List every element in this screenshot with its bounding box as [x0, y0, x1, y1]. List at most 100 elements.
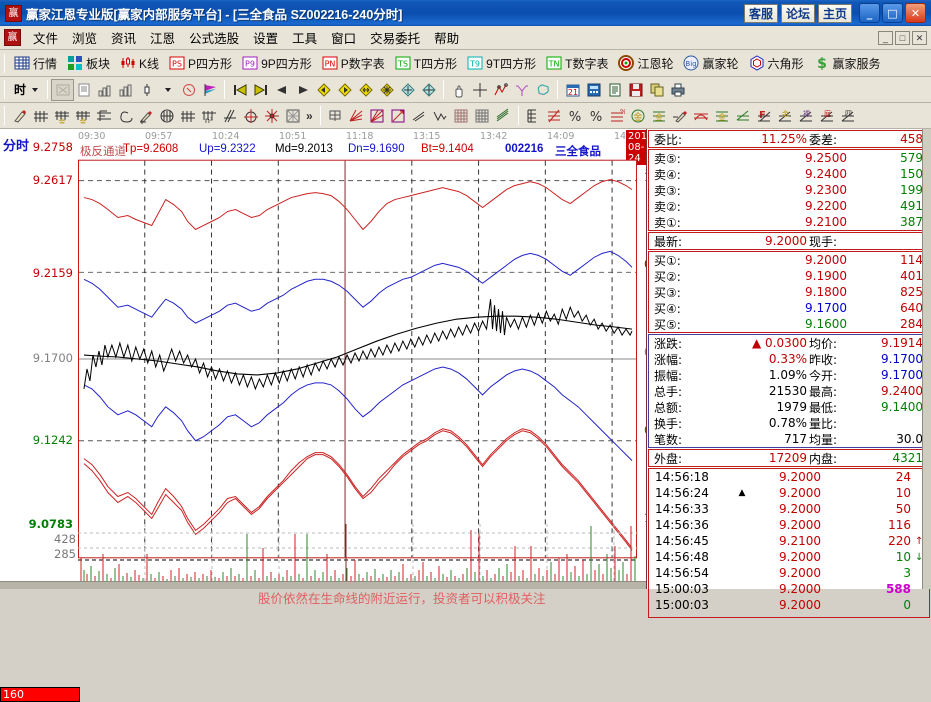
candle-dropdown-button[interactable] [157, 80, 178, 100]
close-button[interactable]: ✕ [905, 3, 926, 23]
print-button[interactable] [667, 80, 688, 100]
slope2-button[interactable] [733, 106, 754, 126]
slope-four-button[interactable]: 四 [838, 106, 859, 126]
box-arrow-button[interactable] [388, 106, 409, 126]
tick-row[interactable]: 15:00:03 9.2000 588 [649, 581, 929, 597]
volume-chart[interactable] [78, 524, 640, 586]
percent-button[interactable]: % [565, 106, 586, 126]
menu-item-news[interactable]: 资讯 [111, 32, 137, 46]
candle-single-button[interactable] [136, 80, 157, 100]
slope-button[interactable] [409, 106, 430, 126]
menu-item-trade-order[interactable]: 交易委托 [370, 32, 421, 46]
web-grid-button[interactable] [282, 106, 303, 126]
toolbar-t-number-table-button[interactable]: TN T数字表 [541, 54, 613, 73]
gold-bar-button[interactable]: 金 [649, 106, 670, 126]
calendar-button[interactable]: 21 [562, 80, 583, 100]
mdi-maximize-button[interactable]: □ [895, 30, 910, 45]
tick-row[interactable]: 14:56:48 9.2000 10 ↓ [649, 549, 929, 565]
tick-row[interactable]: 14:56:36 9.2000 116 [649, 517, 929, 533]
horizontal-scrollbar[interactable] [0, 581, 646, 589]
red-fan-button[interactable] [346, 106, 367, 126]
brush-button[interactable] [670, 106, 691, 126]
peak-line-button[interactable] [490, 80, 511, 100]
zoom-right-button[interactable] [334, 80, 355, 100]
crosshair-button[interactable] [469, 80, 490, 100]
save-button[interactable] [625, 80, 646, 100]
toolbar-gann-wheel-button[interactable]: 江恩轮 [613, 54, 678, 73]
n2-button[interactable]: n² [198, 106, 219, 126]
calculator-button[interactable] [583, 80, 604, 100]
knot-button[interactable] [178, 80, 199, 100]
slope-chinese-button[interactable]: 裸 [796, 106, 817, 126]
toolbar-9t-square-button[interactable]: T9 9T四方形 [462, 54, 541, 73]
tick-row[interactable]: 14:56:24 ▲ 9.2000 10 [649, 485, 929, 501]
zoom-expand-button[interactable] [397, 80, 418, 100]
vertical-scrollbar[interactable] [922, 129, 931, 589]
pencil-red-button[interactable] [135, 106, 156, 126]
menu-item-window[interactable]: 窗口 [331, 32, 357, 46]
buy-level-row[interactable]: 买②: 9.1900 401 [649, 268, 929, 284]
percent-cross-button[interactable] [544, 106, 565, 126]
zoom-star-button[interactable] [376, 80, 397, 100]
menu-item-formula-stock-pick[interactable]: 公式选股 [189, 32, 240, 46]
mdi-close-button[interactable]: ✕ [912, 30, 927, 45]
menu-item-tools[interactable]: 工具 [292, 32, 318, 46]
circle-cross-button[interactable] [156, 106, 177, 126]
sell-level-row[interactable]: 卖⑤: 9.2500 579 [649, 150, 929, 166]
customer-service-button[interactable]: 客服 [744, 3, 778, 23]
menu-item-settings[interactable]: 设置 [253, 32, 279, 46]
hatch-button[interactable] [177, 106, 198, 126]
menu-item-gann[interactable]: 江恩 [150, 32, 176, 46]
zoom-left-button[interactable] [313, 80, 334, 100]
toolbar-p-number-table-button[interactable]: PN P数字表 [317, 54, 390, 73]
zigzag-button[interactable] [430, 106, 451, 126]
buy-level-row[interactable]: 买①: 9.2000 114 [649, 252, 929, 268]
gold-slope-button[interactable]: 金 [775, 106, 796, 126]
parallel-button[interactable] [493, 106, 514, 126]
tick-row[interactable]: 14:56:45 9.2100 220 ↑ [649, 533, 929, 549]
gold-bar2-button[interactable]: 金 [712, 106, 733, 126]
brain-button[interactable] [532, 80, 553, 100]
tick-row[interactable]: 15:00:03 9.2000 0 [649, 597, 929, 613]
sell-level-row[interactable]: 卖③: 9.2300 199 [649, 182, 929, 198]
buy-level-row[interactable]: 买③: 9.1800 825 [649, 284, 929, 300]
flag-button[interactable] [199, 80, 220, 100]
next-button[interactable] [292, 80, 313, 100]
mdi-minimize-button[interactable]: _ [878, 30, 893, 45]
zoom-horizontal-button[interactable] [355, 80, 376, 100]
spiral-button[interactable] [114, 106, 135, 126]
slope-chinese2-button[interactable]: 庭 [817, 106, 838, 126]
sell-levels-section[interactable]: 卖⑤: 9.2500 579 卖④: 9.2400 150 卖③: 9.2300… [648, 149, 930, 231]
gold-fan-button[interactable]: 金 [51, 106, 72, 126]
buy-level-row[interactable]: 买⑤: 9.1600 284 [649, 316, 929, 332]
tree-button[interactable] [511, 80, 532, 100]
gann-target-button[interactable] [240, 106, 261, 126]
f-lines-button[interactable] [93, 106, 114, 126]
zoom-move-button[interactable] [418, 80, 439, 100]
buy-levels-section[interactable]: 买①: 9.2000 114 买②: 9.1900 401 买③: 9.1800… [648, 251, 930, 333]
notes-button[interactable] [604, 80, 625, 100]
gold-circle-button[interactable]: 金 [628, 106, 649, 126]
menu-item-help[interactable]: 帮助 [434, 32, 460, 46]
period-combo[interactable]: 时 [9, 80, 43, 100]
menu-item-file[interactable]: 文件 [33, 32, 59, 46]
angle-lines-button[interactable] [219, 106, 240, 126]
percent-lines-button[interactable]: % [607, 106, 628, 126]
sell-level-row[interactable]: 卖②: 9.2200 491 [649, 198, 929, 214]
intraday-chart[interactable]: 分时 09:30 09:57 10:24 10:51 11:18 13:15 1… [0, 129, 681, 702]
ladder-button[interactable] [523, 106, 544, 126]
prev-button[interactable] [271, 80, 292, 100]
toolbar-winner-wheel-button[interactable]: Big 赢家轮 [678, 54, 743, 73]
toolbar-kline-button[interactable]: K线 [115, 54, 164, 73]
grid-square2-button[interactable] [472, 106, 493, 126]
f-slope-button[interactable]: F [754, 106, 775, 126]
bar-chart-3-button[interactable] [94, 80, 115, 100]
buy-level-row[interactable]: 买④: 9.1700 640 [649, 300, 929, 316]
more-chevron-icon[interactable]: » [306, 108, 313, 123]
percent2-button[interactable]: % [586, 106, 607, 126]
tick-list[interactable]: 14:56:18 9.2000 24 14:56:24 ▲ 9.2000 10 … [648, 468, 930, 618]
maximize-button[interactable]: □ [882, 3, 903, 23]
box-button[interactable] [325, 106, 346, 126]
grid-hatch-button[interactable] [30, 106, 51, 126]
link-disabled-button[interactable] [51, 78, 75, 101]
